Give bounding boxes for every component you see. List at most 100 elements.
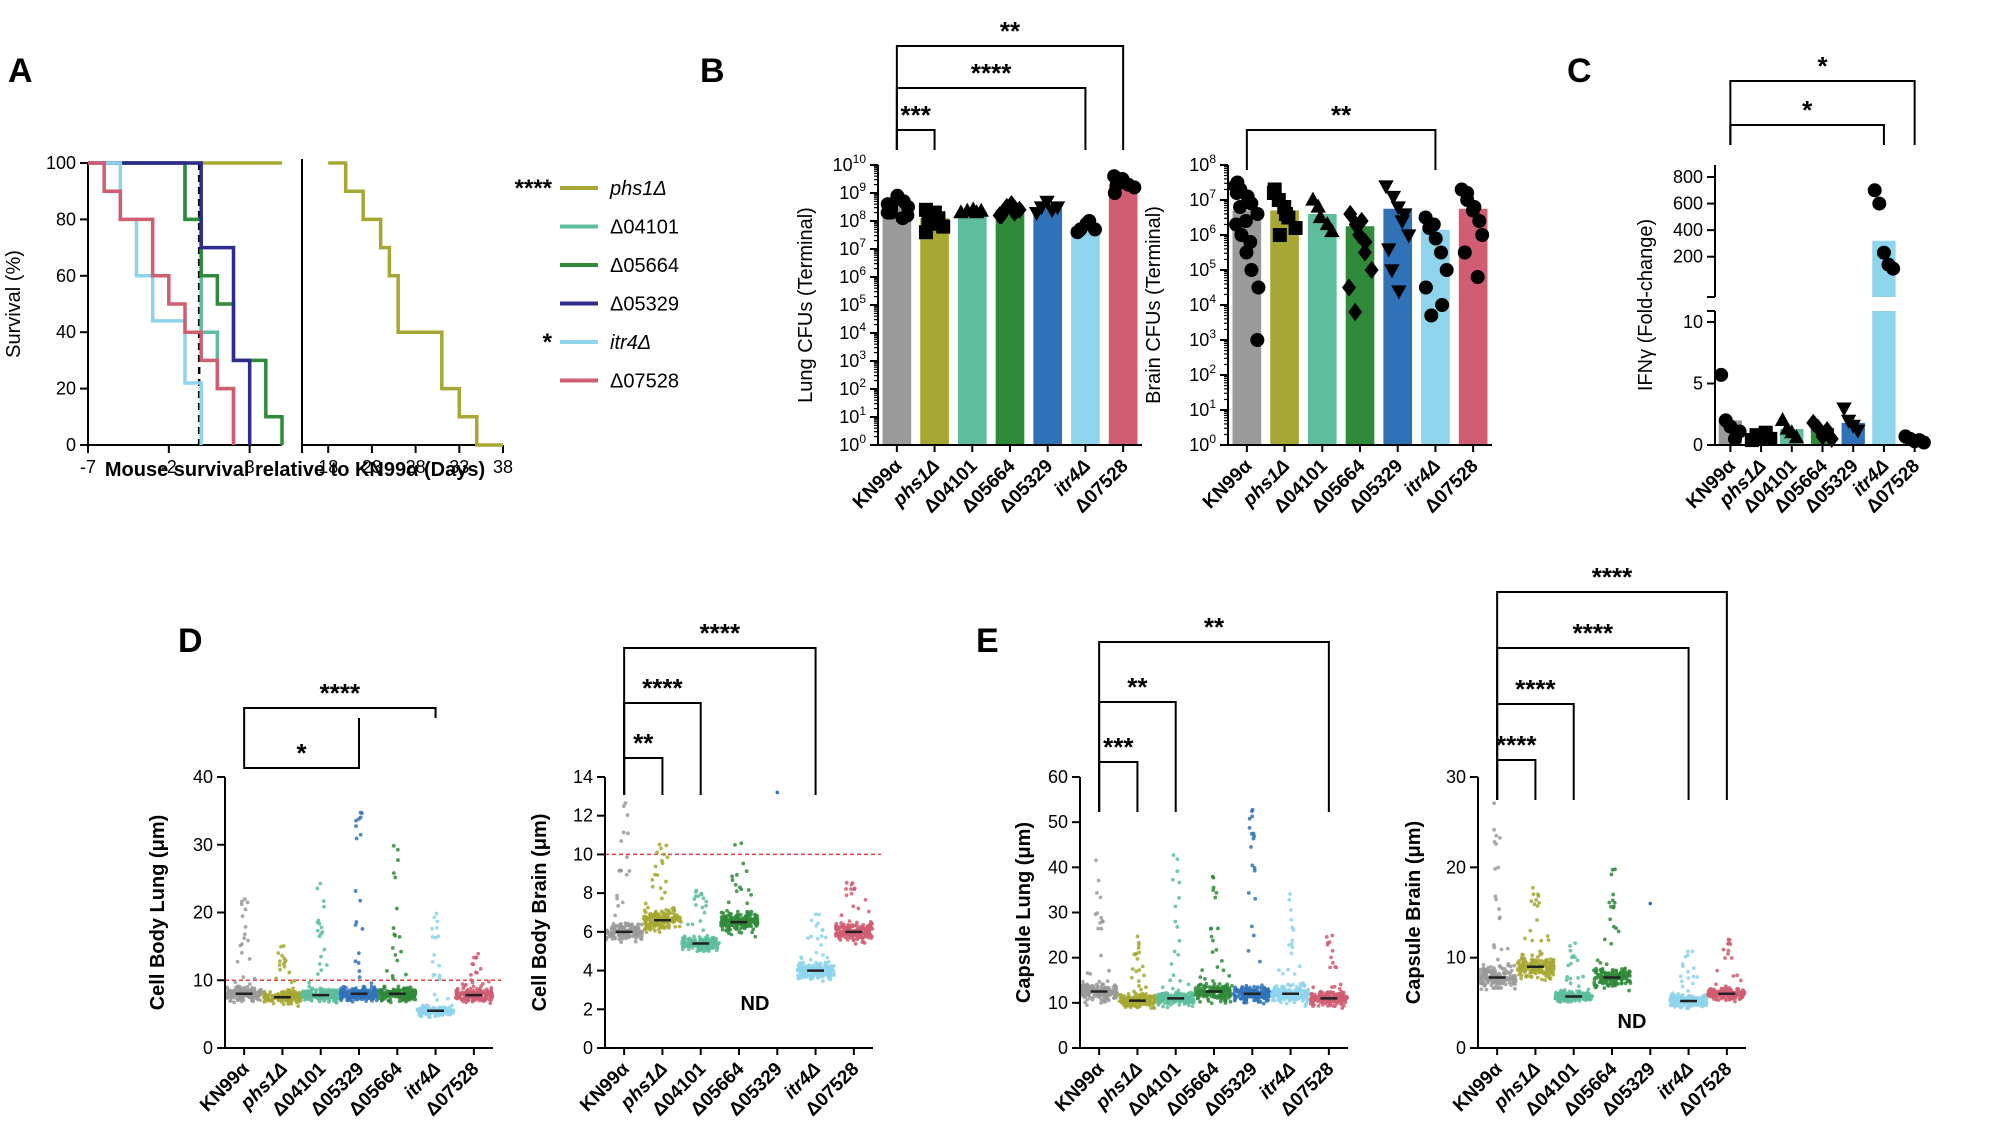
data-point [1492, 970, 1497, 975]
data-point [828, 966, 833, 971]
legend-label: phs1Δ [609, 178, 667, 200]
data-point [488, 998, 492, 1003]
data-point [1532, 902, 1537, 907]
data-point [404, 991, 409, 996]
data-point [289, 998, 293, 1003]
data-point [1490, 980, 1495, 985]
data-point [1039, 195, 1055, 210]
x-tick-label: 18 [318, 457, 338, 477]
B1-bracket: ** [895, 16, 1125, 150]
data-point [620, 936, 625, 941]
data-point [1207, 984, 1212, 989]
data-point [620, 900, 625, 905]
data-point [834, 931, 839, 936]
data-point [1680, 984, 1685, 989]
survival-series-05664 [88, 161, 284, 445]
data-point [1530, 885, 1535, 890]
data-point [315, 928, 320, 933]
data-point [412, 995, 417, 1000]
data-point [837, 934, 841, 939]
data-point [1084, 987, 1089, 992]
data-point [1170, 877, 1175, 882]
data-point [1214, 947, 1219, 952]
data-point [348, 989, 353, 994]
data-point [752, 912, 757, 917]
y-tick-label: 40 [56, 322, 76, 342]
data-point [1498, 978, 1503, 983]
data-point [746, 888, 751, 892]
data-point [869, 921, 874, 926]
data-point [383, 996, 387, 1001]
data-point [796, 967, 801, 972]
data-point [812, 972, 817, 977]
data-point [1212, 985, 1217, 990]
data-point [432, 992, 437, 997]
data-point [354, 836, 359, 841]
data-point [313, 988, 318, 992]
data-point [316, 972, 320, 976]
data-point [739, 841, 744, 846]
data-point [1815, 427, 1830, 446]
data-point [229, 995, 233, 1000]
data-point [1103, 999, 1108, 1004]
data-point [1335, 993, 1340, 998]
data-point [1648, 901, 1653, 906]
D1-bracket: * [243, 718, 360, 769]
data-point [670, 906, 675, 911]
data-point [736, 914, 741, 919]
tick-exponent: 1 [859, 404, 866, 418]
data-point [1206, 997, 1210, 1001]
data-point [1311, 985, 1316, 990]
data-point [447, 1010, 452, 1015]
data-point [741, 861, 746, 866]
data-point [1704, 1003, 1709, 1008]
y-tick-label: 108 [839, 208, 866, 231]
data-point [1484, 987, 1489, 992]
data-point [644, 930, 649, 935]
data-point [1336, 997, 1341, 1002]
data-point [1238, 214, 1253, 228]
data-point [289, 980, 294, 985]
data-point [252, 992, 257, 997]
data-point [649, 912, 654, 917]
data-point [1543, 958, 1548, 963]
x-tick-label: 28 [406, 457, 426, 477]
data-point [1439, 263, 1454, 277]
data-point [369, 981, 374, 986]
data-point [1155, 994, 1160, 999]
data-point [1434, 245, 1449, 260]
data-point [1681, 964, 1685, 969]
data-point [1508, 964, 1513, 969]
data-point [356, 988, 361, 993]
data-point [1227, 973, 1232, 978]
data-point [1304, 1001, 1309, 1006]
y-tick-label: 8 [583, 883, 593, 903]
data-point [854, 923, 859, 928]
data-point [1611, 892, 1616, 897]
data-point [395, 958, 400, 963]
data-point [1198, 975, 1203, 979]
data-point [611, 926, 616, 931]
data-point [849, 887, 853, 892]
data-point [474, 995, 479, 1000]
data-point [1512, 963, 1517, 968]
bracket-line [1729, 124, 1885, 145]
data-point [714, 937, 719, 941]
data-point [815, 975, 820, 980]
data-point [689, 939, 694, 944]
data-point [318, 986, 323, 991]
data-point [884, 205, 899, 220]
tick-exponent: 3 [1209, 327, 1216, 341]
data-point [351, 995, 356, 1000]
data-point [1088, 995, 1093, 1000]
data-point [804, 975, 808, 979]
data-point [1576, 975, 1580, 980]
bar-07528 [1108, 184, 1138, 445]
data-point [1495, 957, 1500, 962]
data-point [808, 977, 813, 982]
significance-label: **** [971, 58, 1012, 88]
data-point [733, 842, 737, 847]
data-point [1581, 974, 1585, 979]
data-point [362, 985, 367, 990]
data-point [607, 934, 612, 939]
